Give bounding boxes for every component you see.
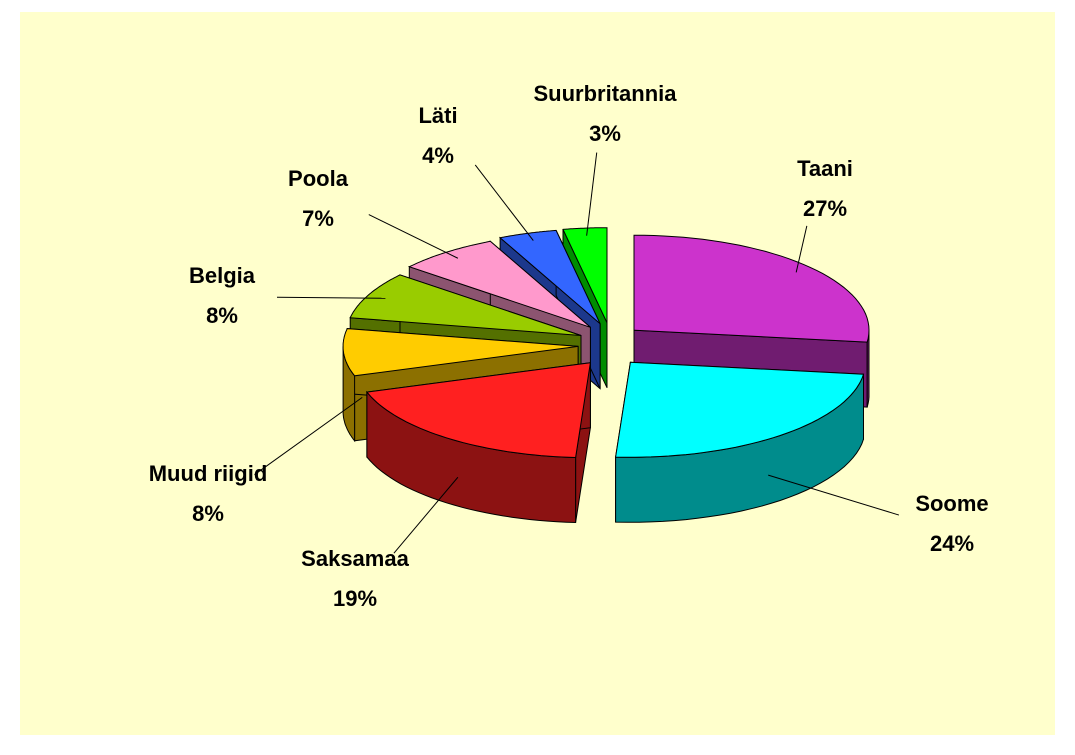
slice-label: Soome	[915, 491, 988, 516]
value-label: 7%	[302, 206, 334, 231]
value-label: 24%	[930, 531, 974, 556]
value-label: 8%	[192, 501, 224, 526]
leader-line	[393, 476, 459, 554]
leader-line	[586, 152, 598, 236]
slice-label: Poola	[288, 166, 349, 191]
slice	[615, 361, 865, 458]
value-label: 19%	[333, 586, 377, 611]
slice	[342, 328, 579, 377]
leader-line	[254, 396, 363, 476]
value-label: 8%	[206, 303, 238, 328]
value-label: 3%	[589, 121, 621, 146]
slice-label: Muud riigid	[149, 461, 268, 486]
leader-line	[795, 225, 808, 273]
slice-label: Suurbritannia	[533, 81, 677, 106]
value-label: 27%	[803, 196, 847, 221]
slice-label: Saksamaa	[301, 546, 409, 571]
slice	[349, 274, 582, 336]
leader-line	[474, 164, 534, 241]
leader-line	[768, 474, 900, 516]
slice	[562, 227, 608, 323]
slice	[365, 362, 591, 459]
leader-line	[276, 296, 386, 299]
slice-label: Taani	[797, 156, 853, 181]
slice-label: Belgia	[189, 263, 256, 288]
slice	[633, 234, 870, 343]
slice-label: Läti	[418, 103, 457, 128]
leader-line	[368, 214, 459, 259]
value-label: 4%	[422, 143, 454, 168]
